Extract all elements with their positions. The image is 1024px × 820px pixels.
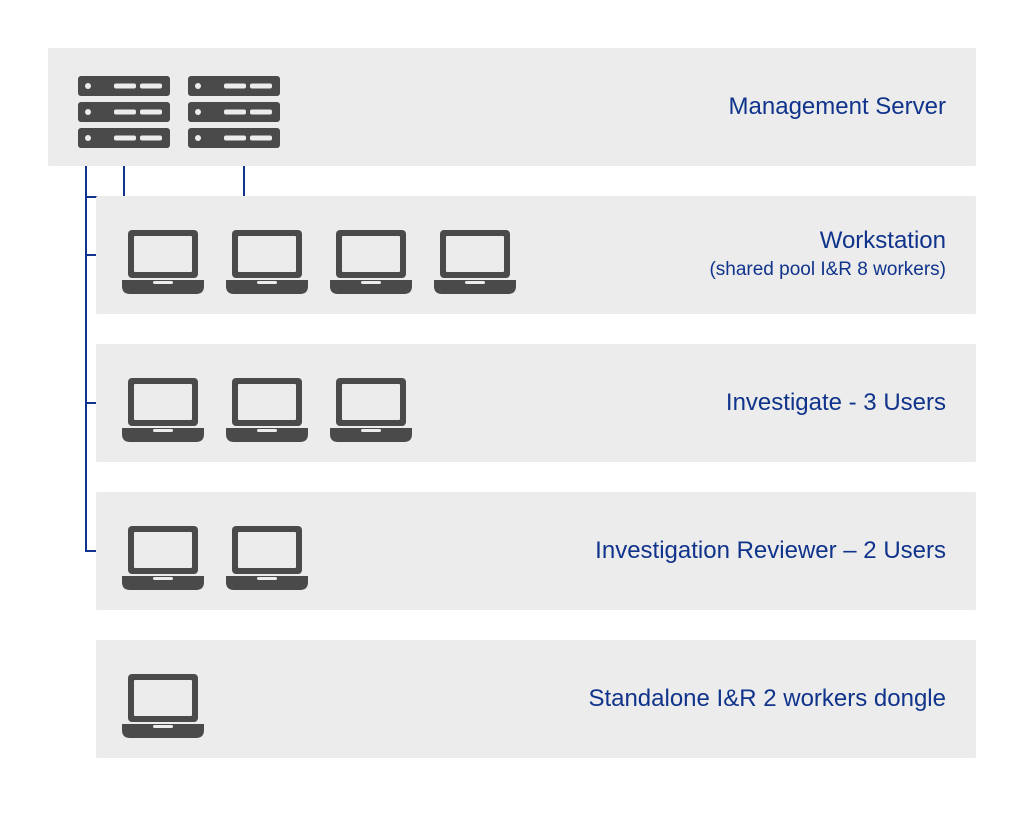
server-stack-icon <box>78 76 170 148</box>
connector-trunk <box>85 166 87 552</box>
laptop-icon <box>120 376 206 444</box>
box-title: Management Server <box>729 93 946 122</box>
laptop-icon <box>224 228 310 296</box>
laptop-icon <box>120 524 206 592</box>
box-standalone: Standalone I&R 2 workers dongle <box>96 640 976 758</box>
server-stack-icon <box>188 76 280 148</box>
box-management-server: Management Server <box>48 48 976 166</box>
laptop-icons <box>120 640 206 758</box>
box-title: Investigate - 3 Users <box>726 389 946 418</box>
label-area: Standalone I&R 2 workers dongle <box>526 640 946 758</box>
box-title: Standalone I&R 2 workers dongle <box>588 685 946 714</box>
diagram-canvas: Management Server Workstation (shared <box>48 48 976 772</box>
box-subtitle: (shared pool I&R 8 workers) <box>709 258 946 283</box>
laptop-icon <box>328 376 414 444</box>
connector-drop-1 <box>123 166 125 196</box>
connector-drop-2 <box>243 166 245 196</box>
laptop-icon <box>432 228 518 296</box>
box-workstation: Workstation (shared pool I&R 8 workers) <box>96 196 976 314</box>
label-area: Investigate - 3 Users <box>526 344 946 462</box>
laptop-icon <box>120 228 206 296</box>
laptop-icon <box>224 376 310 444</box>
label-area: Workstation (shared pool I&R 8 workers) <box>526 196 946 314</box>
laptop-icons <box>120 492 310 610</box>
box-investigate: Investigate - 3 Users <box>96 344 976 462</box>
label-area: Investigation Reviewer – 2 Users <box>526 492 946 610</box>
laptop-icon <box>120 672 206 740</box>
laptop-icon <box>328 228 414 296</box>
laptop-icon <box>224 524 310 592</box>
laptop-icons <box>120 196 518 314</box>
box-title: Investigation Reviewer – 2 Users <box>595 537 946 566</box>
box-reviewer: Investigation Reviewer – 2 Users <box>96 492 976 610</box>
laptop-icons <box>120 344 414 462</box>
label-area: Management Server <box>526 48 946 166</box>
box-title: Workstation <box>820 227 946 256</box>
server-icons <box>78 48 280 166</box>
